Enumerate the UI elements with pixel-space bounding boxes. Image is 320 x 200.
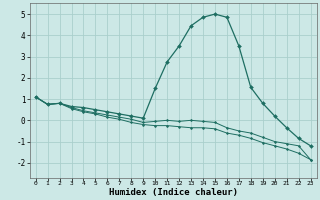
X-axis label: Humidex (Indice chaleur): Humidex (Indice chaleur) [108, 188, 238, 197]
